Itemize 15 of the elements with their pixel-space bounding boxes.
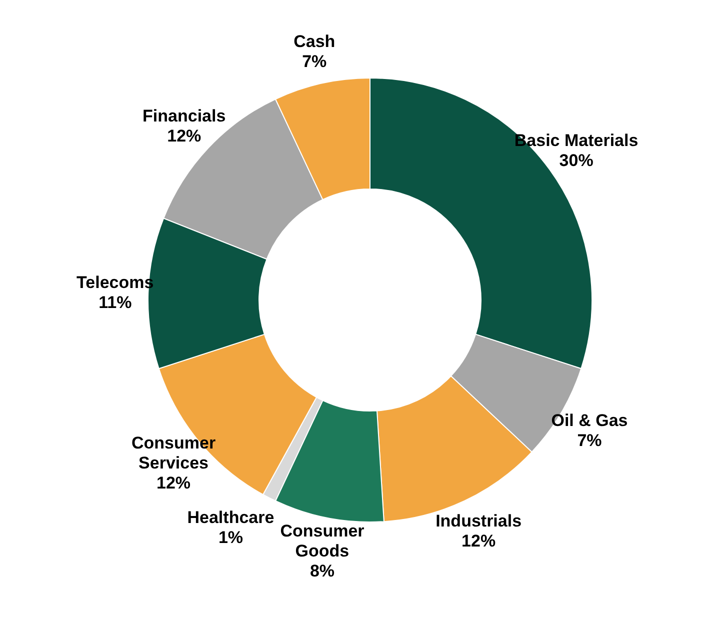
data-label: 7% bbox=[577, 430, 602, 450]
data-label: 12% bbox=[462, 532, 496, 551]
data-label: 8% bbox=[310, 561, 335, 580]
slice-label: Financials bbox=[142, 106, 226, 126]
data-label: 30% bbox=[559, 151, 594, 170]
slice-label: Oil & Gas bbox=[551, 410, 628, 430]
data-label: 12% bbox=[156, 474, 191, 493]
slice-label: Healthcare bbox=[187, 508, 274, 528]
data-label: 11% bbox=[98, 292, 132, 312]
data-label: 1% bbox=[218, 528, 244, 548]
data-label: 7% bbox=[302, 52, 327, 72]
slice-label: Consumer Goods bbox=[280, 521, 365, 560]
slice-label: Industrials bbox=[436, 512, 522, 531]
data-label: 12% bbox=[167, 126, 202, 146]
slice-label: Cash bbox=[294, 32, 336, 52]
